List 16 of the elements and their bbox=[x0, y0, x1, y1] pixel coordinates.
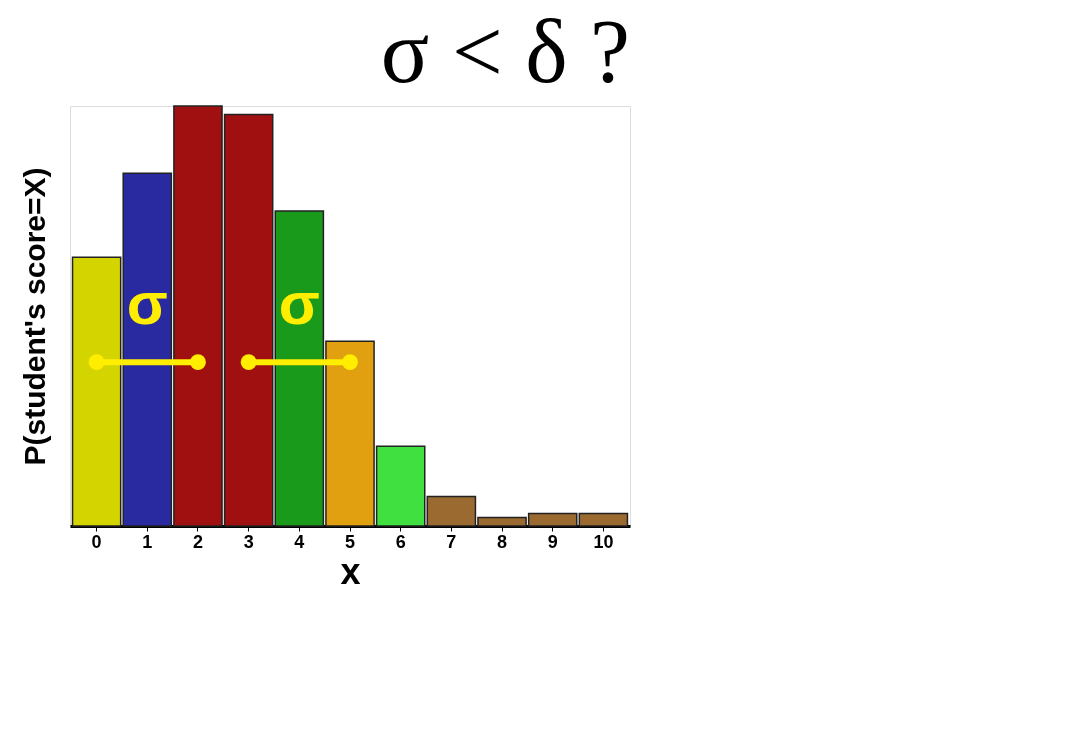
annotation: σ bbox=[278, 270, 320, 338]
x-tick-label: 4 bbox=[294, 531, 305, 552]
x-tick-label: 7 bbox=[446, 531, 457, 552]
x-tick-label: 9 bbox=[547, 531, 558, 552]
x-tick-label: 6 bbox=[395, 531, 406, 552]
chart-title: σ < δ ? bbox=[380, 2, 630, 102]
y-axis-title: P(student's score=X) bbox=[17, 167, 51, 466]
x-tick-label: 0 bbox=[91, 531, 102, 552]
x-tick-label: 1 bbox=[142, 531, 153, 552]
x-tick-label: 8 bbox=[497, 531, 508, 552]
x-tick-label: 2 bbox=[192, 531, 203, 552]
x-tick-label: 5 bbox=[344, 531, 356, 552]
annotation: σ bbox=[126, 270, 168, 338]
x-axis-title: x bbox=[340, 550, 361, 592]
x-tick-label: 10 bbox=[593, 531, 614, 552]
x-tick-label: 3 bbox=[243, 531, 254, 552]
